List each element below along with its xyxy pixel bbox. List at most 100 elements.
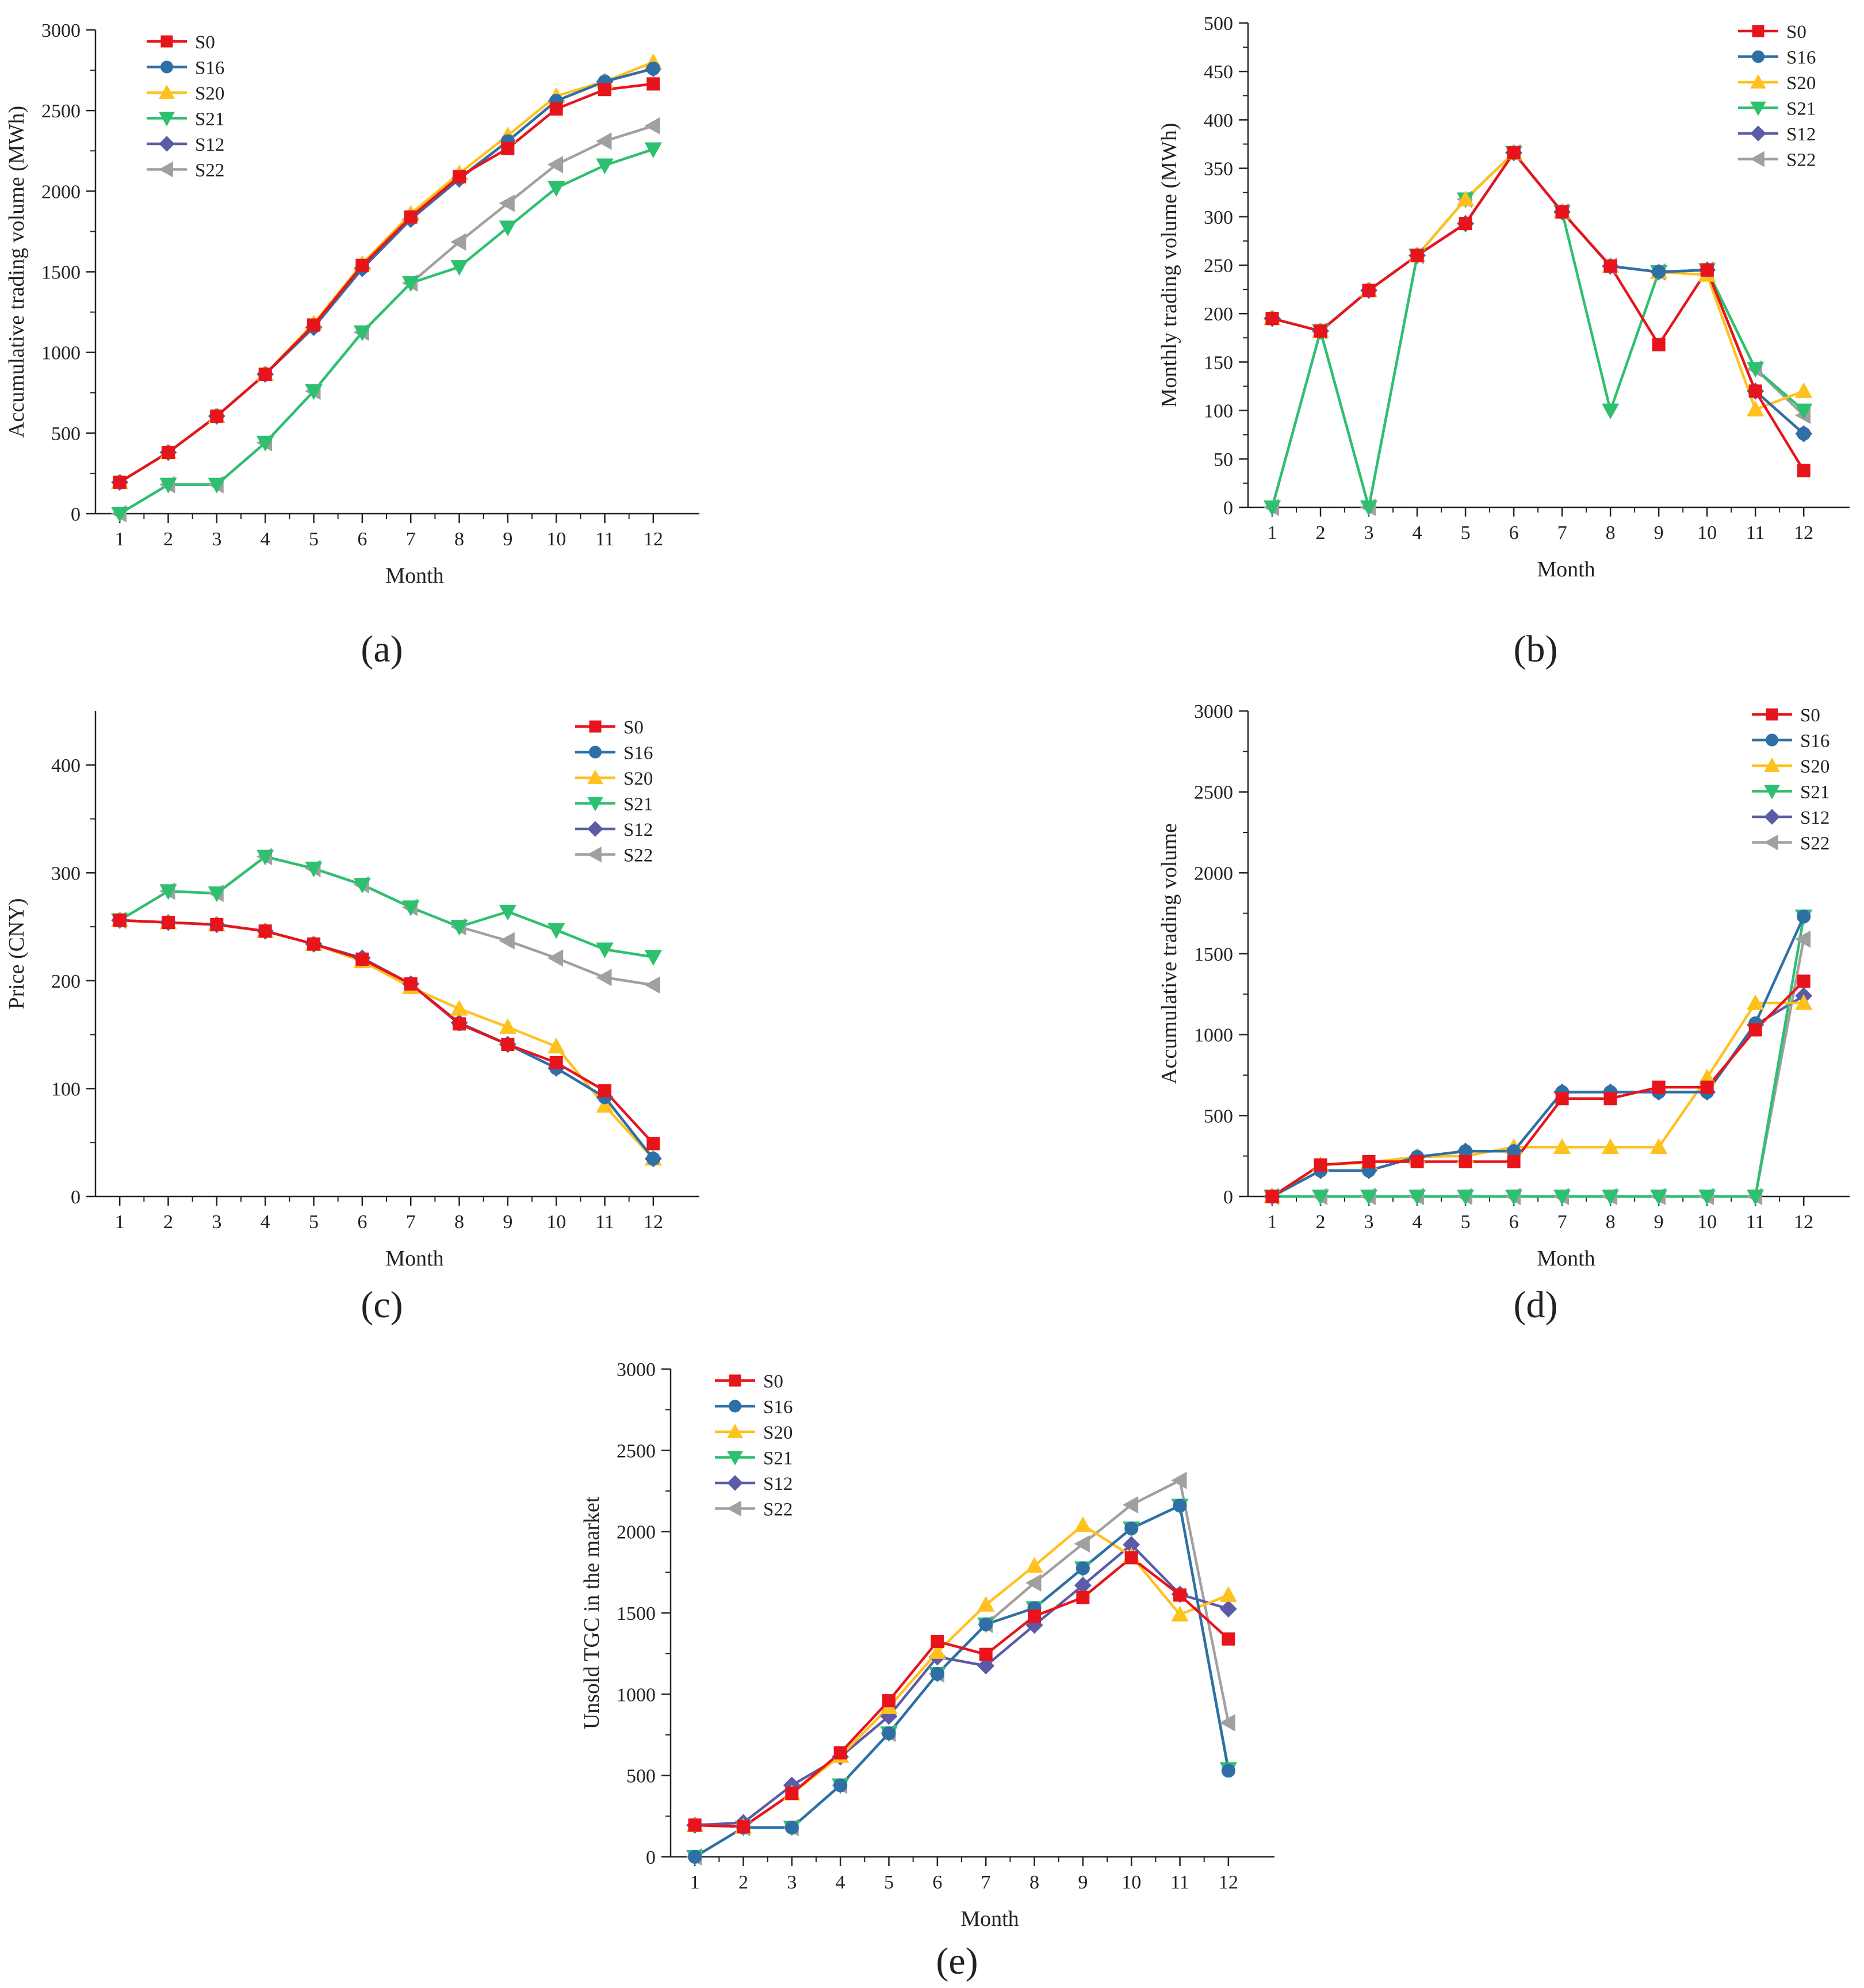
legend-marker [1764, 757, 1780, 772]
data-point-s21 [402, 900, 420, 916]
data-point-s21 [402, 276, 420, 292]
legend-marker [587, 821, 603, 837]
data-point-s0 [1459, 217, 1472, 231]
data-point-s21 [1698, 1190, 1716, 1206]
data-point-s0 [1797, 974, 1811, 988]
y-tick-label: 2500 [41, 101, 81, 122]
x-tick-label: 4 [1413, 522, 1422, 544]
data-point-s21 [548, 181, 565, 197]
x-tick-label: 6 [1509, 1211, 1519, 1233]
x-tick-label: 2 [163, 1211, 173, 1233]
series-markers-s22 [1263, 144, 1811, 517]
series-line-s16 [118, 67, 654, 484]
data-point-s0 [1748, 1023, 1762, 1037]
data-point-s16 [1797, 426, 1811, 441]
data-point-s21 [596, 158, 614, 174]
legend-label: S22 [623, 846, 653, 866]
x-tick-label: 11 [1746, 522, 1765, 544]
x-tick-label: 4 [1413, 1211, 1422, 1233]
series-markers-s12 [686, 1536, 1237, 1834]
series-line-s0 [1272, 151, 1805, 472]
y-tick-label: 0 [71, 1187, 81, 1208]
series-markers-s21 [111, 142, 663, 523]
series-line-s21 [119, 855, 654, 958]
data-point-s20 [1747, 994, 1765, 1010]
data-point-s22 [596, 969, 612, 987]
series-markers-s0 [1265, 146, 1811, 477]
x-axis-label: Month [1537, 557, 1595, 582]
data-point-s20 [596, 1097, 614, 1113]
data-point-s0 [1748, 384, 1762, 398]
data-point-s21 [1360, 500, 1378, 517]
data-point-s0 [1173, 1588, 1187, 1602]
x-tick-label: 11 [595, 1211, 614, 1233]
legend-label: S22 [1786, 150, 1816, 171]
data-point-s22 [547, 949, 564, 967]
series-markers-s20 [686, 1516, 1238, 1834]
series-markers-s12 [111, 911, 662, 1168]
x-tick-label: 5 [884, 1872, 894, 1893]
legend-marker [727, 1475, 743, 1491]
x-tick-label: 9 [1078, 1872, 1088, 1893]
data-point-s0 [1507, 146, 1521, 160]
y-tick-label: 500 [1204, 1106, 1233, 1127]
y-tick-label: 0 [71, 504, 81, 525]
x-axis-label: Month [385, 1247, 443, 1271]
legend-label: S20 [623, 769, 653, 789]
panel-caption: (e) [936, 1940, 978, 1982]
data-point-s20 [1649, 1138, 1668, 1154]
x-tick-label: 12 [644, 1211, 663, 1233]
x-tick-label: 10 [546, 1211, 566, 1233]
legend-label: S22 [195, 160, 224, 181]
x-tick-label: 2 [1316, 522, 1326, 544]
legend-marker [727, 1423, 743, 1438]
legend-label: S0 [623, 717, 644, 738]
legend-marker [727, 1451, 743, 1466]
data-point-s21 [1795, 403, 1813, 419]
y-axis-label: Accumulative trading volume (MWh) [5, 106, 29, 438]
legend-marker [160, 35, 173, 48]
data-point-s0 [1124, 1551, 1138, 1565]
series-line-s22 [1270, 151, 1805, 509]
data-point-s16 [882, 1726, 896, 1741]
data-point-s0 [1314, 324, 1327, 338]
x-tick-label: 6 [357, 1211, 367, 1233]
series-line-s22 [119, 124, 654, 515]
series-markers-s12 [1264, 144, 1813, 443]
data-point-s22 [1794, 930, 1811, 948]
legend-marker [589, 720, 602, 733]
y-tick-label: 50 [1214, 449, 1233, 471]
series-markers-s16 [1265, 909, 1811, 1204]
x-tick-label: 9 [1654, 522, 1664, 544]
data-point-s0 [355, 952, 369, 966]
data-point-s0 [1555, 205, 1569, 219]
x-tick-label: 6 [932, 1872, 942, 1893]
x-axis-label: Month [960, 1907, 1019, 1931]
data-point-s0 [1362, 1155, 1376, 1169]
legend-label: S12 [1800, 808, 1829, 828]
x-tick-label: 1 [690, 1872, 700, 1893]
data-point-s0 [931, 1634, 944, 1648]
legend-label: S16 [763, 1397, 793, 1418]
legend-label: S0 [1786, 22, 1806, 43]
legend-label: S21 [1800, 782, 1829, 803]
x-tick-label: 7 [406, 1211, 416, 1233]
data-point-s0 [453, 170, 466, 183]
legend-label: S20 [195, 83, 224, 104]
x-axis-label: Month [385, 564, 443, 588]
series-line-s12 [1271, 995, 1805, 1198]
data-point-s0 [1700, 1080, 1714, 1094]
y-tick-label: 1000 [1194, 1025, 1233, 1046]
series-line-s16 [1271, 916, 1805, 1198]
panel-caption: (a) [361, 628, 403, 670]
data-point-s0 [688, 1818, 702, 1832]
x-tick-label: 7 [406, 529, 416, 550]
y-tick-label: 2500 [617, 1440, 656, 1462]
data-point-s16 [1173, 1498, 1187, 1513]
x-tick-label: 5 [1461, 522, 1471, 544]
legend-marker [1750, 74, 1766, 89]
data-point-s0 [1362, 284, 1376, 297]
series-markers-s12 [111, 60, 662, 491]
